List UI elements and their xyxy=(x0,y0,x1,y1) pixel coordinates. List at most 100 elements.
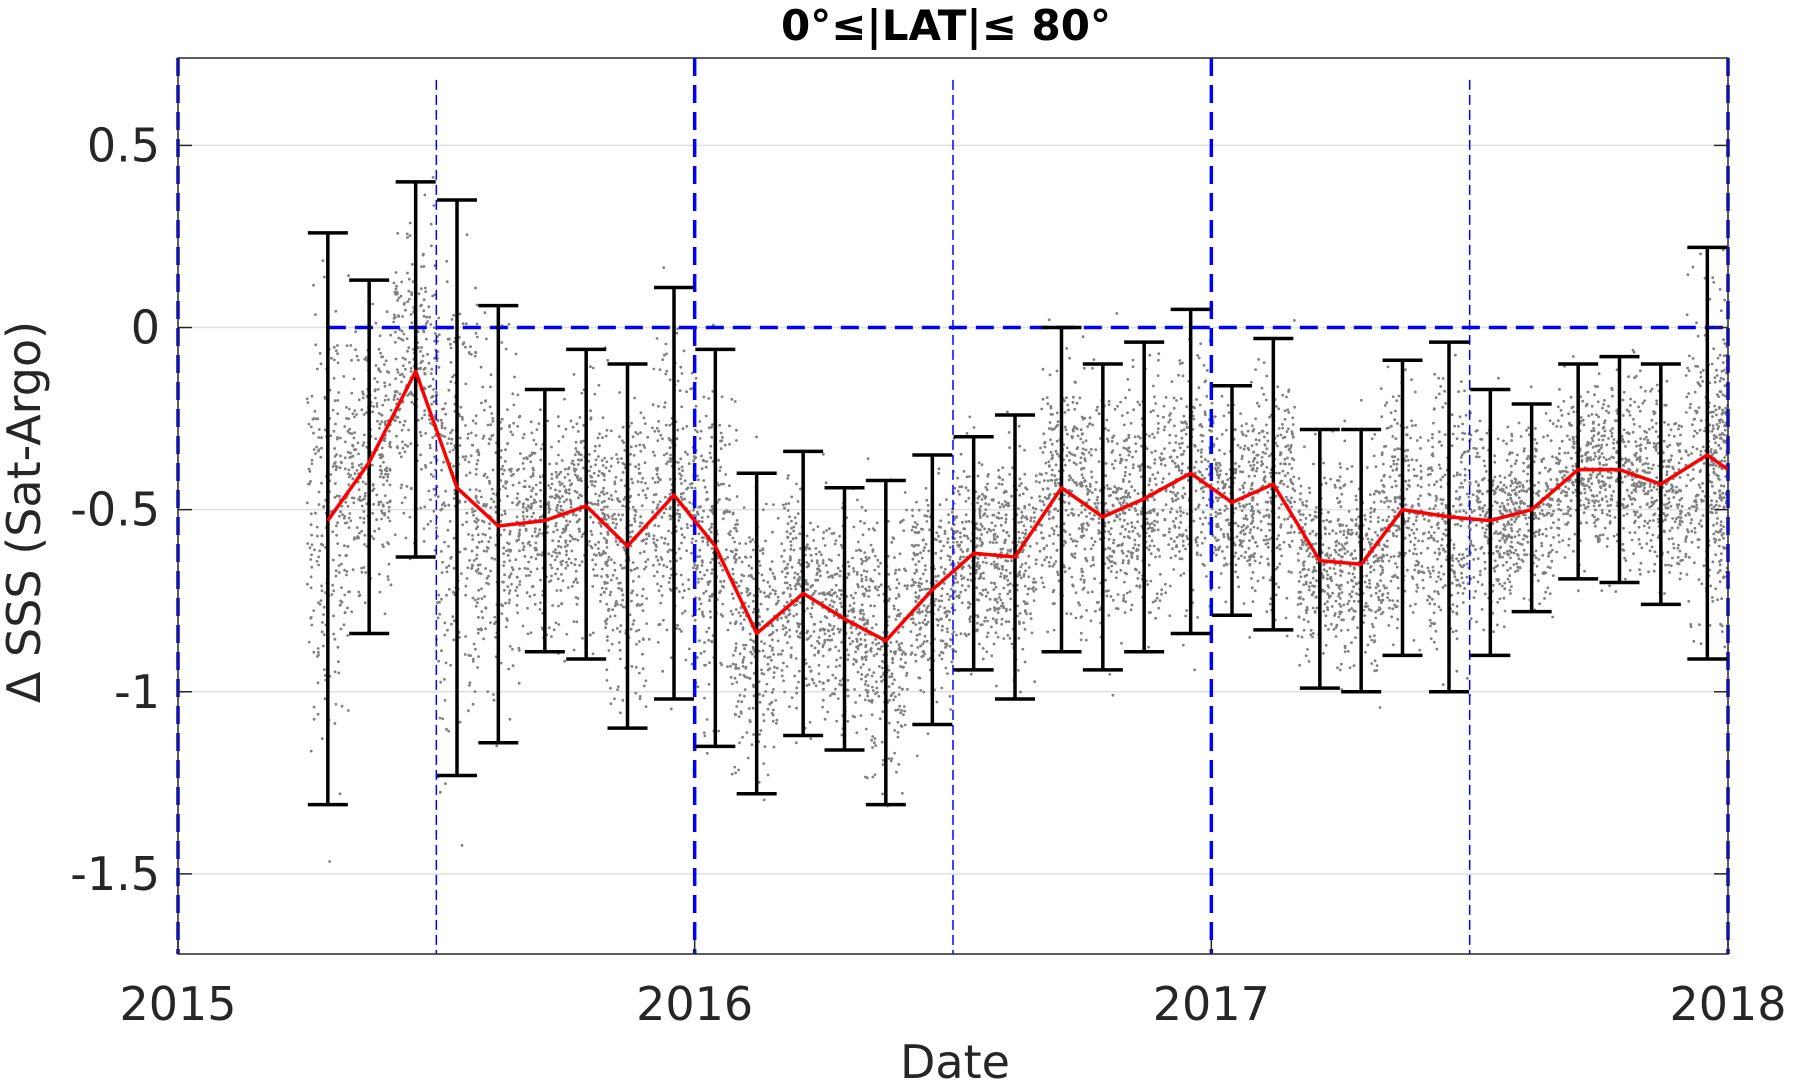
scatter-point xyxy=(409,390,413,394)
scatter-point xyxy=(458,414,461,418)
scatter-point xyxy=(924,486,928,490)
scatter-point xyxy=(489,385,492,389)
scatter-point xyxy=(534,527,537,531)
scatter-point xyxy=(420,416,424,420)
scatter-point xyxy=(482,637,485,641)
scatter-point xyxy=(333,670,337,674)
scatter-point xyxy=(928,528,931,532)
scatter-point xyxy=(836,627,840,631)
scatter-point xyxy=(613,604,617,608)
scatter-point xyxy=(683,479,687,483)
scatter-point xyxy=(336,412,340,416)
scatter-point xyxy=(1034,562,1038,566)
scatter-point xyxy=(749,650,752,654)
scatter-point xyxy=(641,587,645,591)
scatter-point xyxy=(956,489,960,493)
scatter-point xyxy=(834,676,838,680)
scatter-point xyxy=(362,392,365,396)
scatter-point xyxy=(477,571,481,575)
scatter-point xyxy=(646,435,650,439)
scatter-point xyxy=(749,661,753,665)
scatter-point xyxy=(422,298,426,302)
scatter-point xyxy=(361,390,364,394)
scatter-point xyxy=(693,618,697,622)
scatter-point xyxy=(967,632,971,636)
scatter-point xyxy=(576,478,580,482)
scatter-point xyxy=(1081,432,1084,435)
scatter-point xyxy=(998,592,1002,596)
scatter-point xyxy=(1111,449,1115,453)
scatter-point xyxy=(728,533,732,537)
scatter-point xyxy=(371,489,374,493)
scatter-point xyxy=(623,448,627,452)
scatter-point xyxy=(828,558,831,561)
scatter-point xyxy=(471,534,474,537)
scatter-point xyxy=(550,477,554,480)
scatter-point xyxy=(1079,461,1082,465)
scatter-point xyxy=(380,509,384,513)
scatter-point xyxy=(978,538,982,542)
scatter-point xyxy=(550,495,554,499)
scatter-point xyxy=(318,549,322,553)
scatter-point xyxy=(861,609,865,612)
scatter-point xyxy=(871,550,875,553)
scatter-point xyxy=(523,485,527,488)
scatter-point xyxy=(710,592,714,596)
scatter-point xyxy=(986,619,989,623)
scatter-point xyxy=(1024,486,1027,490)
scatter-point xyxy=(638,697,642,701)
scatter-point xyxy=(688,647,691,651)
scatter-point xyxy=(555,509,558,512)
scatter-point xyxy=(853,715,856,719)
scatter-point xyxy=(639,431,642,434)
scatter-point xyxy=(1017,636,1021,640)
scatter-point xyxy=(692,455,696,458)
scatter-point xyxy=(659,584,663,588)
scatter-point xyxy=(824,564,828,567)
scatter-point xyxy=(383,398,387,402)
scatter-point xyxy=(436,601,439,605)
scatter-point xyxy=(530,502,533,506)
scatter-point xyxy=(940,628,944,632)
scatter-point xyxy=(989,529,993,533)
scatter-point xyxy=(1055,439,1059,443)
scatter-point xyxy=(340,704,344,708)
scatter-point xyxy=(780,555,784,558)
scatter-point xyxy=(958,531,962,535)
scatter-point xyxy=(529,460,533,464)
scatter-point xyxy=(437,365,441,369)
scatter-point xyxy=(959,632,963,636)
scatter-point xyxy=(335,524,338,528)
scatter-point xyxy=(487,574,490,578)
scatter-point xyxy=(721,602,725,606)
scatter-point xyxy=(935,538,938,542)
scatter-point xyxy=(565,560,568,564)
scatter-point xyxy=(517,649,521,652)
scatter-point xyxy=(949,638,953,642)
scatter-point xyxy=(1076,434,1080,438)
scatter-point xyxy=(732,556,736,560)
scatter-point xyxy=(978,592,982,595)
scatter-point xyxy=(795,691,798,695)
scatter-point xyxy=(384,472,387,476)
scatter-point xyxy=(1032,577,1036,581)
scatter-point xyxy=(734,560,737,564)
scatter-point xyxy=(656,476,660,479)
scatter-point xyxy=(1018,477,1022,481)
scatter-point xyxy=(739,579,743,583)
scatter-point xyxy=(1021,647,1025,651)
scatter-point xyxy=(346,634,350,637)
scatter-point xyxy=(1049,450,1053,454)
scatter-point xyxy=(770,632,773,636)
scatter-point xyxy=(482,520,486,524)
scatter-point xyxy=(615,627,619,630)
scatter-point xyxy=(696,656,699,659)
scatter-point xyxy=(468,488,472,491)
scatter-point xyxy=(959,548,963,551)
scatter-point xyxy=(505,480,509,484)
scatter-point xyxy=(476,518,480,522)
scatter-point xyxy=(786,586,790,590)
scatter-point xyxy=(487,540,491,544)
scatter-point xyxy=(465,511,469,515)
scatter-point xyxy=(1047,318,1051,322)
